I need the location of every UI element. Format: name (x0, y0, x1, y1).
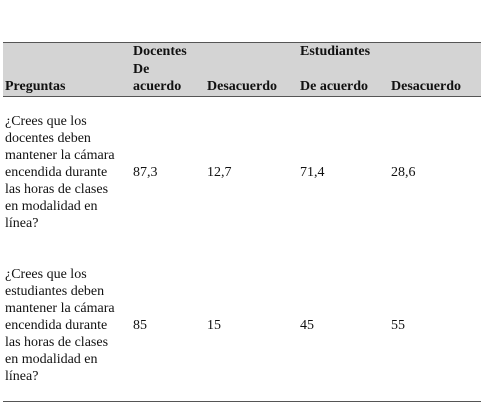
value-cell: 12,7 (207, 165, 232, 180)
group-label: Docentes (133, 44, 187, 59)
question-cell: ¿Crees que los estudiantes deben mantene… (5, 267, 115, 384)
group-label: Estudiantes (300, 44, 371, 59)
column-header: Desacuerdo (207, 79, 277, 94)
value-cell: 45 (300, 318, 314, 333)
table-bottom-rule (3, 401, 481, 402)
column-header: De acuerdo (300, 79, 369, 94)
value-cell: 55 (391, 318, 405, 333)
column-header: De acuerdo (133, 62, 182, 94)
value-cell: 87,3 (133, 165, 158, 180)
value-cell: 15 (207, 318, 221, 333)
value-cell: 28,6 (391, 165, 416, 180)
column-header: Preguntas (5, 79, 66, 94)
value-cell: 71,4 (300, 165, 325, 180)
question-cell: ¿Crees que los docentes deben mantener l… (5, 114, 115, 231)
value-cell: 85 (133, 318, 147, 333)
header-background (3, 42, 481, 97)
column-header: Desacuerdo (391, 79, 461, 94)
